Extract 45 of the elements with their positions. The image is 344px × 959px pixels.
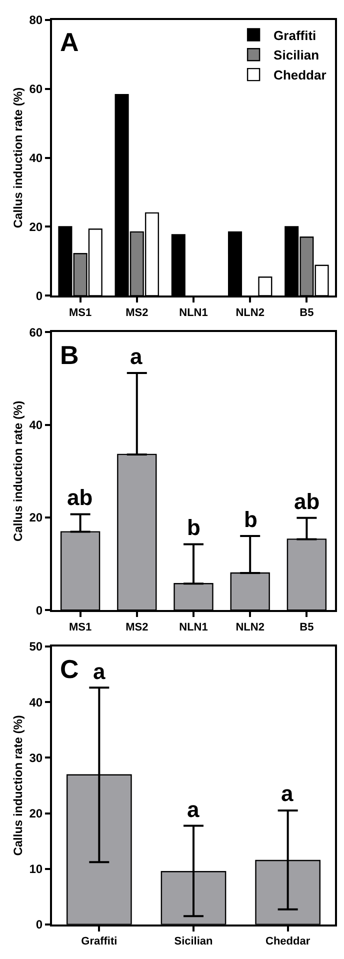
chart-title: A <box>60 27 79 57</box>
annotation: a <box>187 797 200 822</box>
annotation: b <box>187 515 200 540</box>
y-tick-label: 20 <box>29 806 43 820</box>
x-tick-label: NLN2 <box>236 306 264 319</box>
x-tick-label: MS1 <box>68 306 92 319</box>
y-tick-label: 20 <box>29 220 43 234</box>
x-tick-label: NLN2 <box>236 621 264 634</box>
y-tick-label: 0 <box>36 918 43 932</box>
y-tick-label: 0 <box>36 288 43 303</box>
y-tick-label: 80 <box>29 13 43 28</box>
annotation: a <box>130 344 143 369</box>
x-tick-label: B5 <box>300 621 314 634</box>
x-tick-label: MS2 <box>126 621 148 634</box>
x-tick-label: NLN1 <box>179 621 208 634</box>
y-tick-label: 30 <box>29 750 43 765</box>
x-tick-label: B5 <box>300 306 314 319</box>
x-tick-label: MS1 <box>68 621 92 634</box>
y-axis-title: Callus induction rate (%) <box>11 715 26 856</box>
y-axis-title: Callus induction rate (%) <box>11 400 26 542</box>
annotation: a <box>93 659 106 684</box>
annotation: b <box>244 507 258 532</box>
y-tick-label: 50 <box>29 640 43 654</box>
y-tick-label: 40 <box>29 695 43 710</box>
x-tick-label: MS2 <box>126 306 148 319</box>
x-tick-label: Graffiti <box>81 936 118 948</box>
x-tick-label: Sicilian <box>174 936 214 948</box>
annotation: a <box>281 781 294 806</box>
y-tick-label: 60 <box>29 325 43 340</box>
y-tick-label: 40 <box>29 418 43 432</box>
x-tick-label: Cheddar <box>266 936 311 948</box>
y-tick-label: 10 <box>29 862 43 876</box>
y-tick-label: 0 <box>36 603 43 618</box>
x-tick-label: NLN1 <box>179 306 208 319</box>
legend-label: Cheddar <box>274 68 326 83</box>
chart-title: B <box>60 340 79 370</box>
annotation: ab <box>294 489 320 514</box>
chart-title: C <box>60 654 79 684</box>
y-tick-label: 40 <box>29 150 43 165</box>
y-tick-label: 60 <box>29 82 43 96</box>
annotation: ab <box>67 485 93 510</box>
legend-label: Sicilian <box>274 48 320 63</box>
y-axis-title: Callus induction rate (%) <box>11 87 26 228</box>
legend-label: Graffiti <box>274 28 316 43</box>
y-tick-label: 20 <box>29 510 43 525</box>
